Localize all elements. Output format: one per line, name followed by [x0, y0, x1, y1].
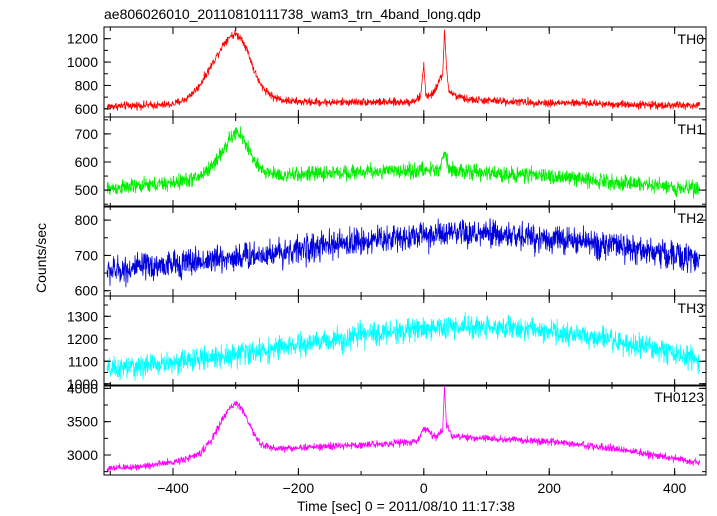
y-tick-label: 700: [75, 126, 99, 142]
y-tick-label: 1000: [67, 54, 98, 70]
series-th2-line: [106, 218, 701, 288]
y-tick-label: 600: [75, 101, 99, 117]
y-tick-label: 3000: [67, 447, 98, 463]
series-th0123-line: [106, 385, 701, 473]
y-tick-label: 800: [75, 212, 99, 228]
y-axis-label: Counts/sec: [33, 223, 49, 293]
x-tick-label: 200: [538, 480, 562, 496]
y-tick-label: 1100: [68, 353, 98, 369]
x-tick-label: −400: [157, 480, 189, 496]
x-tick-label: 400: [663, 480, 687, 496]
y-tick-label: 500: [75, 182, 99, 198]
series-th1-line: [106, 126, 701, 199]
x-tick-label: −200: [283, 480, 315, 496]
panel-frame: [103, 384, 707, 476]
chart-title: ae806026010_20110810111738_wam3_trn_4ban…: [104, 6, 481, 22]
panel-label: TH3: [678, 300, 705, 316]
y-tick-label: 3500: [67, 414, 98, 430]
y-tick-label: 1200: [67, 31, 98, 47]
y-tick-label: 4000: [67, 380, 98, 396]
x-axis: −400 −200 0 200 400: [157, 480, 686, 496]
y-tick-label: 1300: [67, 308, 98, 324]
y-tick-label: 1000: [67, 376, 98, 392]
panel-frame: [103, 205, 707, 297]
panel-frame: [103, 295, 707, 387]
panel-th0: 600 800 1000 1200 TH0: [67, 26, 707, 118]
panel-th3: 1000 1100 1200 1300 TH3: [67, 295, 707, 392]
y-tick-label: 600: [75, 283, 99, 299]
panel-th0123: 3000 3500 4000 TH0123: [67, 380, 707, 476]
y-tick-label: 700: [75, 247, 99, 263]
panel-th2: 600 700 800 TH2: [75, 205, 707, 299]
series-th0-line: [106, 29, 701, 111]
panel-th1: 500 600 700 TH1: [75, 116, 707, 208]
y-tick-label: 800: [75, 77, 99, 93]
panel-frame: [103, 116, 707, 208]
panel-label: TH0123: [654, 389, 704, 405]
panels: 600 800 1000 1200 TH0 500 600 700 TH1 600 700 800 TH…: [67, 26, 707, 476]
x-axis-label: Time [sec] 0 = 2011/08/10 11:17:38: [297, 498, 515, 514]
panel-label: TH1: [678, 121, 705, 137]
x-tick-label: 0: [420, 480, 428, 496]
series-th3-line: [106, 312, 701, 381]
y-tick-label: 600: [75, 154, 99, 170]
panel-label: TH0: [678, 31, 705, 47]
y-tick-label: 1200: [67, 331, 98, 347]
panel-label: TH2: [678, 210, 705, 226]
